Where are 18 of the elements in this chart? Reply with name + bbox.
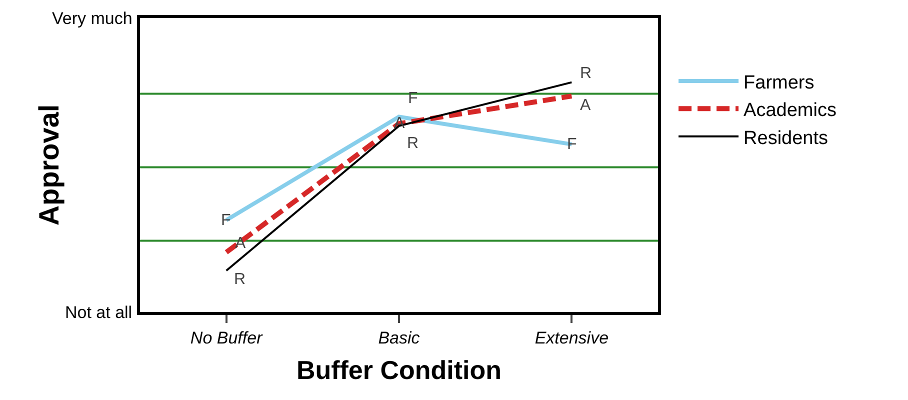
legend-label: Residents	[744, 128, 828, 149]
x-tick-label: No Buffer	[190, 328, 264, 348]
legend-label: Academics	[744, 100, 836, 122]
x-tick-label: Extensive	[534, 328, 609, 348]
annotation: F	[221, 212, 231, 229]
x-axis-title: Buffer Condition	[296, 355, 502, 386]
annotation: R	[234, 271, 246, 288]
annotation: R	[407, 135, 419, 152]
annotation: F	[408, 90, 418, 107]
annotation: A	[580, 97, 591, 114]
annotation: R	[580, 65, 592, 82]
legend-label: Farmers	[744, 72, 814, 94]
x-tick-label: Basic	[378, 328, 420, 348]
text: Very much	[52, 9, 132, 28]
y-axis-title: Approval	[34, 104, 65, 226]
annotation: F	[567, 136, 577, 153]
annotation: A	[394, 115, 405, 132]
text: Not at all	[65, 303, 132, 322]
